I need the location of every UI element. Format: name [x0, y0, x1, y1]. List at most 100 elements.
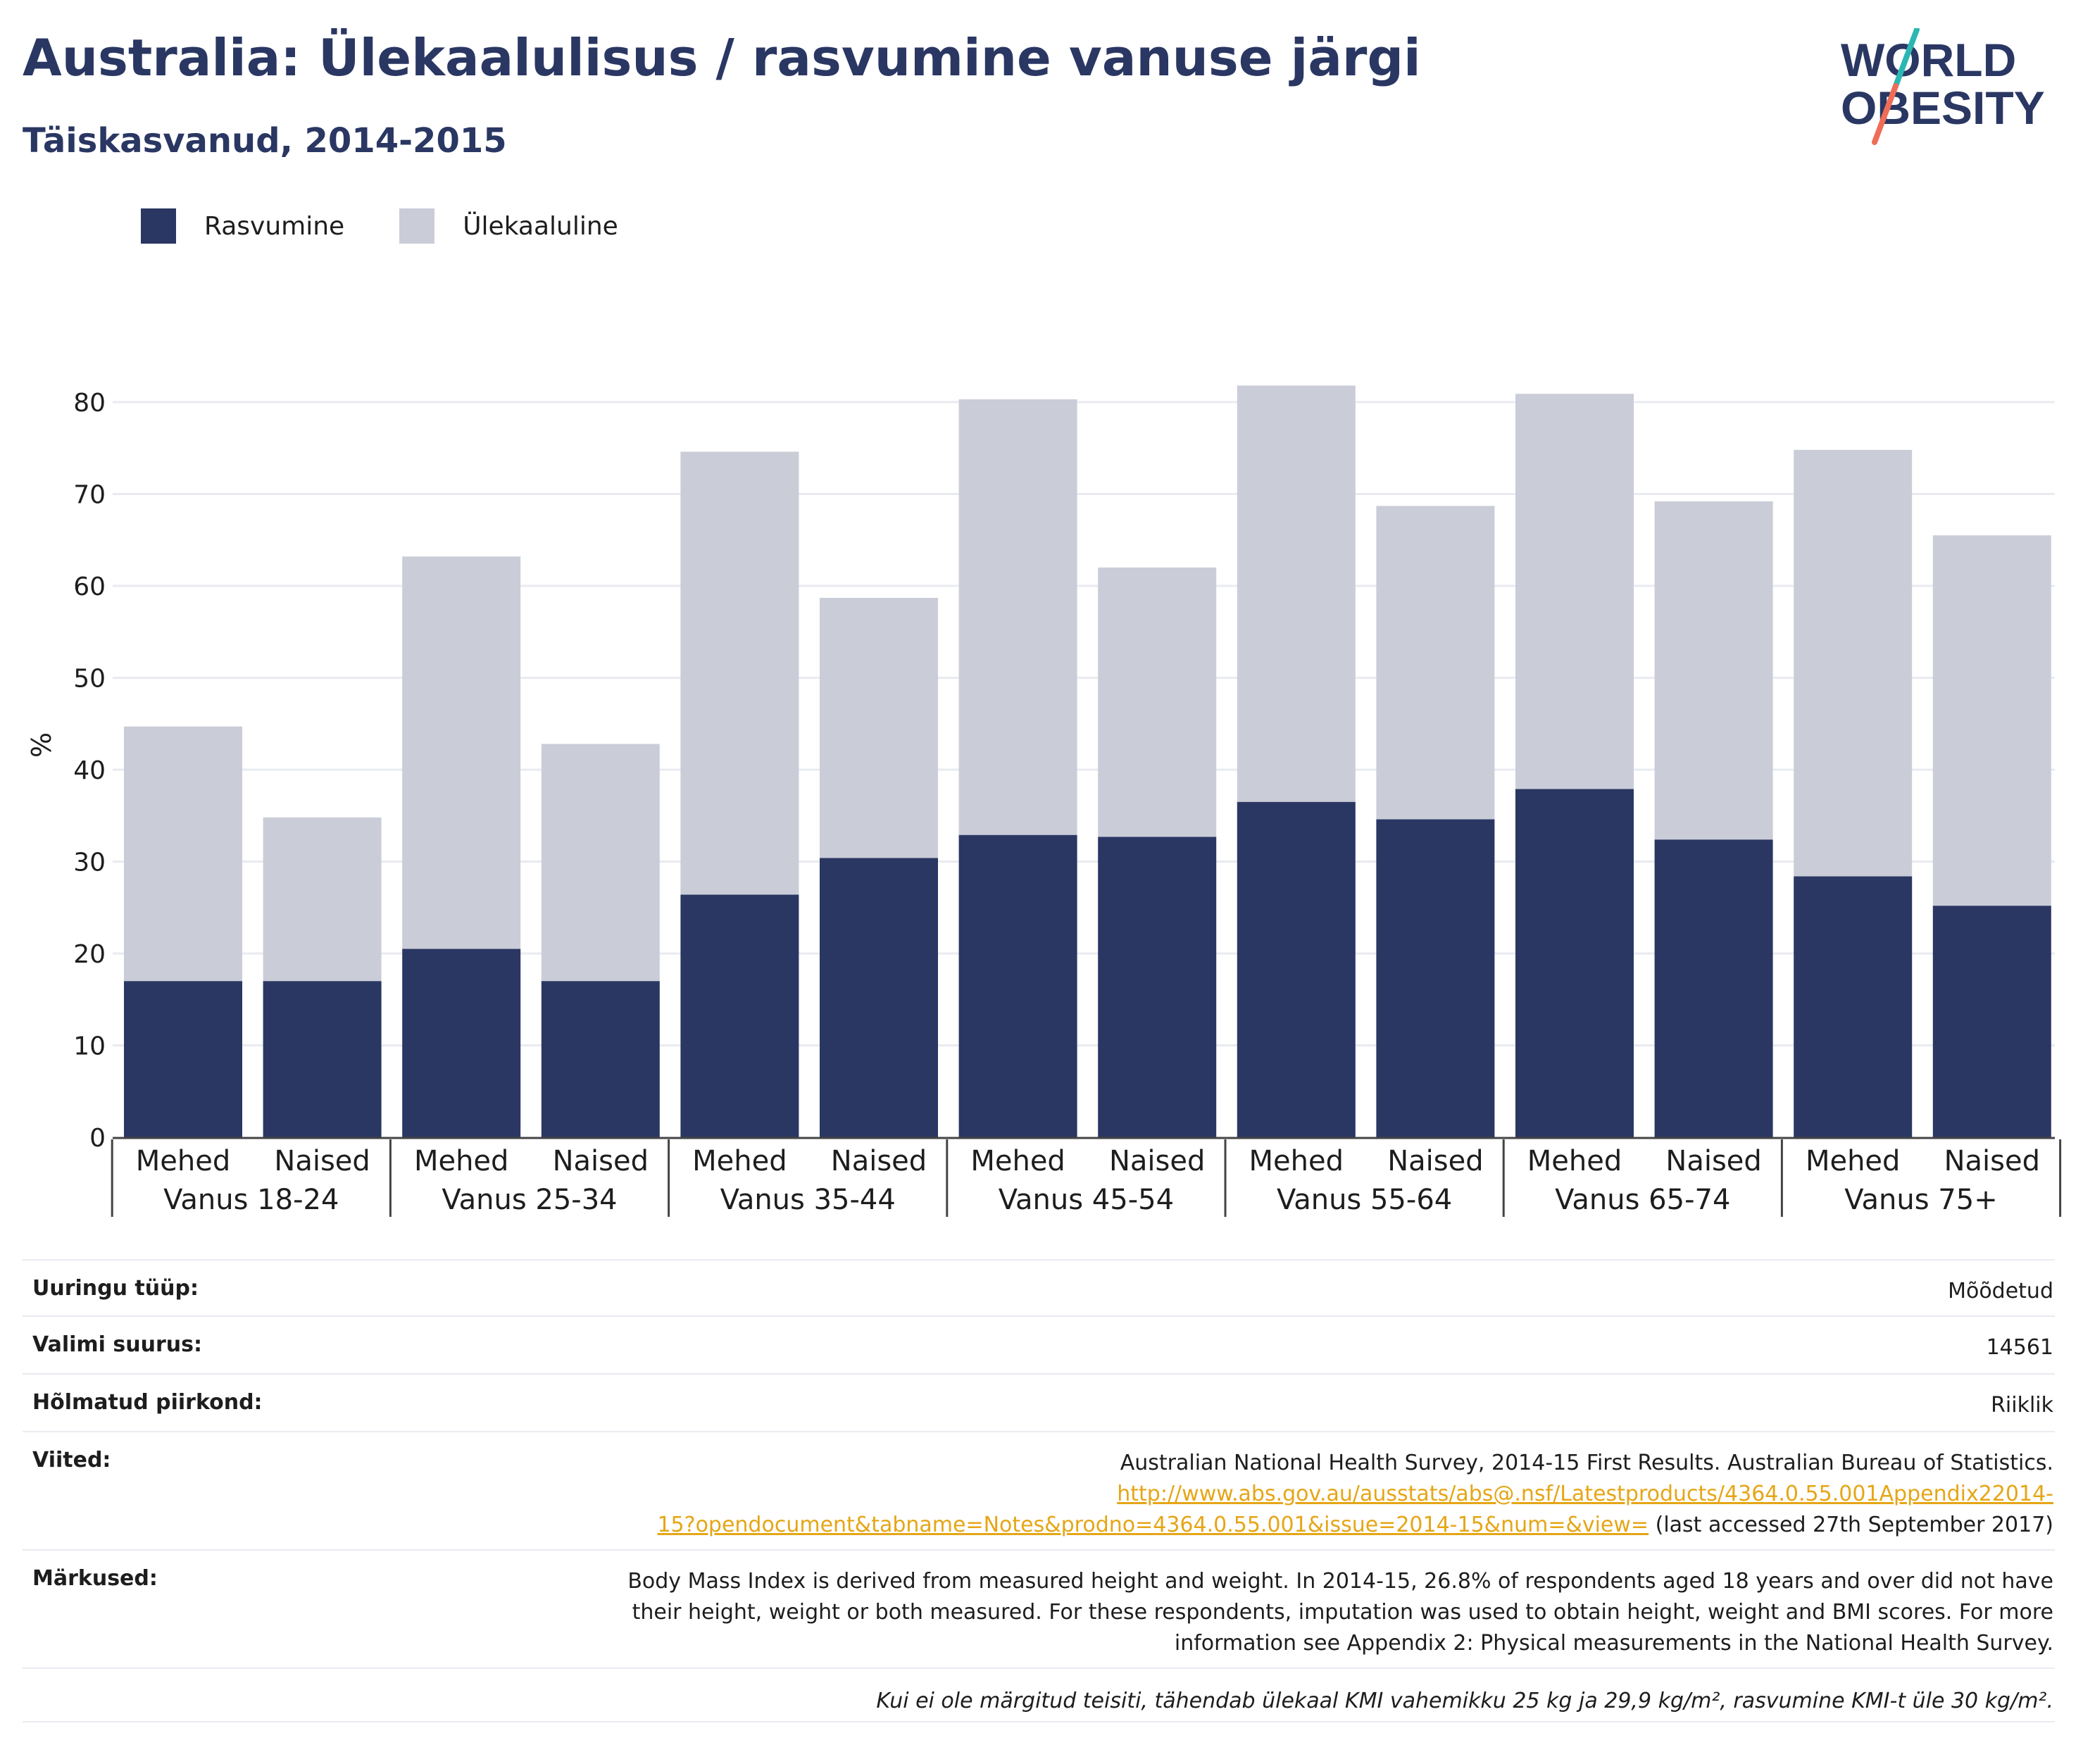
chart-title: Australia: Ülekaalulisus / rasvumine van…	[23, 28, 1421, 87]
references-text: Australian National Health Survey, 2014-…	[1120, 1451, 2053, 1475]
y-axis-label: %	[26, 732, 57, 758]
bar-ulekaaluline[interactable]	[263, 817, 382, 982]
x-group-label: Vanus 18-24	[163, 1184, 339, 1216]
bar-rasvumine[interactable]	[1654, 839, 1773, 1137]
bar-rasvumine[interactable]	[402, 949, 521, 1137]
bar-rasvumine[interactable]	[1237, 801, 1356, 1137]
bar-ulekaaluline[interactable]	[1376, 506, 1495, 820]
x-tick-label: Mehed	[1527, 1145, 1622, 1177]
bar-rasvumine[interactable]	[541, 981, 660, 1137]
logo-text-obesity: OBESITY	[1841, 82, 2045, 134]
notes-value: Body Mass Index is derived from measured…	[627, 1566, 2053, 1668]
legend-item-rasvumine[interactable]: Rasvumine	[141, 208, 344, 244]
x-tick-label: Naised	[1944, 1145, 2040, 1177]
x-tick-label: Mehed	[414, 1145, 508, 1177]
region-value: Riiklik	[1991, 1393, 2053, 1418]
survey-type-label: Uuringu tüüp:	[32, 1276, 199, 1301]
y-tick-label: 60	[73, 573, 106, 601]
x-tick-label: Naised	[831, 1145, 927, 1177]
bar-rasvumine[interactable]	[1932, 906, 2051, 1137]
logo-slash-coral	[1872, 83, 1899, 145]
y-tick-label: 30	[73, 849, 106, 877]
x-group-label: Vanus 55-64	[1277, 1184, 1452, 1216]
bar-ulekaaluline[interactable]	[680, 451, 799, 895]
logo-slash-teal	[1893, 28, 1920, 89]
x-tick-label: Naised	[274, 1145, 370, 1177]
bar-ulekaaluline[interactable]	[1932, 535, 2051, 906]
bar-rasvumine[interactable]	[1098, 837, 1217, 1137]
logo-text-world: WORLD	[1841, 34, 2016, 86]
bar-ulekaaluline[interactable]	[1515, 394, 1634, 789]
notes-line-3: information see Appendix 2: Physical mea…	[1174, 1631, 2053, 1656]
bar-rasvumine[interactable]	[124, 981, 242, 1137]
notes-line-1: Body Mass Index is derived from measured…	[627, 1569, 2053, 1594]
region-label: Hõlmatud piirkond:	[32, 1390, 263, 1415]
x-axis: Mehed Naised Mehed Naised Mehed Naised Mehed Na…	[111, 1137, 2062, 1217]
x-tick-label: Naised	[1665, 1145, 1761, 1177]
chart-subtitle: Täiskasvanud, 2014-2015	[23, 121, 507, 161]
bar-rasvumine[interactable]	[820, 858, 938, 1137]
bar-rasvumine[interactable]	[263, 981, 382, 1137]
x-group-label: Vanus 35-44	[720, 1184, 896, 1216]
legend-label-rasvumine: Rasvumine	[204, 211, 345, 241]
info-row-notes: Märkused: Body Mass Index is derived fro…	[23, 1551, 2055, 1669]
bar-rasvumine[interactable]	[1376, 819, 1495, 1137]
notes-line-2: their height, weight or both measured. F…	[632, 1600, 2053, 1625]
bar-ulekaaluline[interactable]	[124, 726, 242, 982]
info-row-region: Hõlmatud piirkond: Riiklik	[23, 1375, 2055, 1432]
y-tick-label: 80	[73, 389, 106, 418]
x-group-label: Vanus 65-74	[1555, 1184, 1730, 1216]
x-tick-label: Mehed	[1806, 1145, 1900, 1177]
x-tick-label: Mehed	[1249, 1145, 1344, 1177]
info-row-survey-type: Uuringu tüüp: Mõõdetud	[23, 1259, 2055, 1317]
survey-type-value: Mõõdetud	[1948, 1279, 2053, 1303]
references-value: Australian National Health Survey, 2014-…	[657, 1448, 2053, 1549]
y-tick-label: 10	[73, 1032, 106, 1061]
info-row-references: Viited: Australian National Health Surve…	[23, 1432, 2055, 1551]
bar-ulekaaluline[interactable]	[820, 597, 938, 858]
y-tick-label: 50	[73, 665, 106, 694]
bar-rasvumine[interactable]	[958, 834, 1077, 1137]
x-group-label: Vanus 25-34	[442, 1184, 617, 1216]
references-label: Viited:	[32, 1448, 111, 1472]
references-link-part2[interactable]: 15?opendocument&tabname=Notes&prodno=436…	[657, 1513, 1649, 1537]
x-tick-label: Mehed	[136, 1145, 230, 1177]
bar-ulekaaluline[interactable]	[1098, 567, 1217, 837]
x-tick-label: Naised	[553, 1145, 649, 1177]
world-obesity-logo: WORLD OBESITY	[1841, 28, 2045, 145]
legend-swatch-ulekaaluline	[399, 208, 435, 244]
survey-info-table: Uuringu tüüp: Mõõdetud Valimi suurus: 14…	[23, 1259, 2055, 1722]
y-tick-label: 70	[73, 481, 106, 510]
references-access-date: (last accessed 27th September 2017)	[1649, 1513, 2053, 1537]
x-group-label: Vanus 45-54	[999, 1184, 1174, 1216]
legend-label-ulekaaluline: Ülekaaluline	[463, 211, 618, 241]
x-tick-label: Naised	[1387, 1145, 1483, 1177]
bars	[124, 385, 2051, 1137]
notes-label: Märkused:	[32, 1566, 158, 1591]
bar-rasvumine[interactable]	[1515, 789, 1634, 1137]
bar-ulekaaluline[interactable]	[541, 744, 660, 982]
x-tick-label: Naised	[1109, 1145, 1205, 1177]
info-row-sample-size: Valimi suurus: 14561	[23, 1317, 2055, 1375]
legend-item-ulekaaluline[interactable]: Ülekaaluline	[399, 208, 618, 244]
bar-rasvumine[interactable]	[1794, 876, 1913, 1137]
stacked-bar-chart: 0 10 20 30 40 50 60 70 80 % Mehed Naised Mehed Nais…	[26, 385, 2062, 1217]
y-tick-label: 40	[73, 756, 106, 785]
sample-size-value: 14561	[1986, 1335, 2053, 1360]
legend: Rasvumine Ülekaaluline	[141, 208, 673, 244]
bar-ulekaaluline[interactable]	[958, 399, 1077, 835]
sample-size-label: Valimi suurus:	[32, 1332, 202, 1357]
bar-ulekaaluline[interactable]	[402, 556, 521, 949]
bar-ulekaaluline[interactable]	[1654, 501, 1773, 840]
footnote: Kui ei ole märgitud teisiti, tähendab ül…	[23, 1669, 2055, 1722]
y-axis-ticks: 0 10 20 30 40 50 60 70 80	[73, 389, 106, 1153]
x-tick-label: Mehed	[970, 1145, 1065, 1177]
bar-ulekaaluline[interactable]	[1794, 449, 1913, 877]
bar-ulekaaluline[interactable]	[1237, 385, 1356, 802]
x-group-label: Vanus 75+	[1844, 1184, 1997, 1216]
references-link-part1[interactable]: http://www.abs.gov.au/ausstats/abs@.nsf/…	[1117, 1482, 2053, 1506]
y-tick-label: 20	[73, 940, 106, 969]
legend-swatch-rasvumine	[141, 208, 176, 244]
bar-rasvumine[interactable]	[680, 894, 799, 1137]
x-tick-label: Mehed	[692, 1145, 787, 1177]
